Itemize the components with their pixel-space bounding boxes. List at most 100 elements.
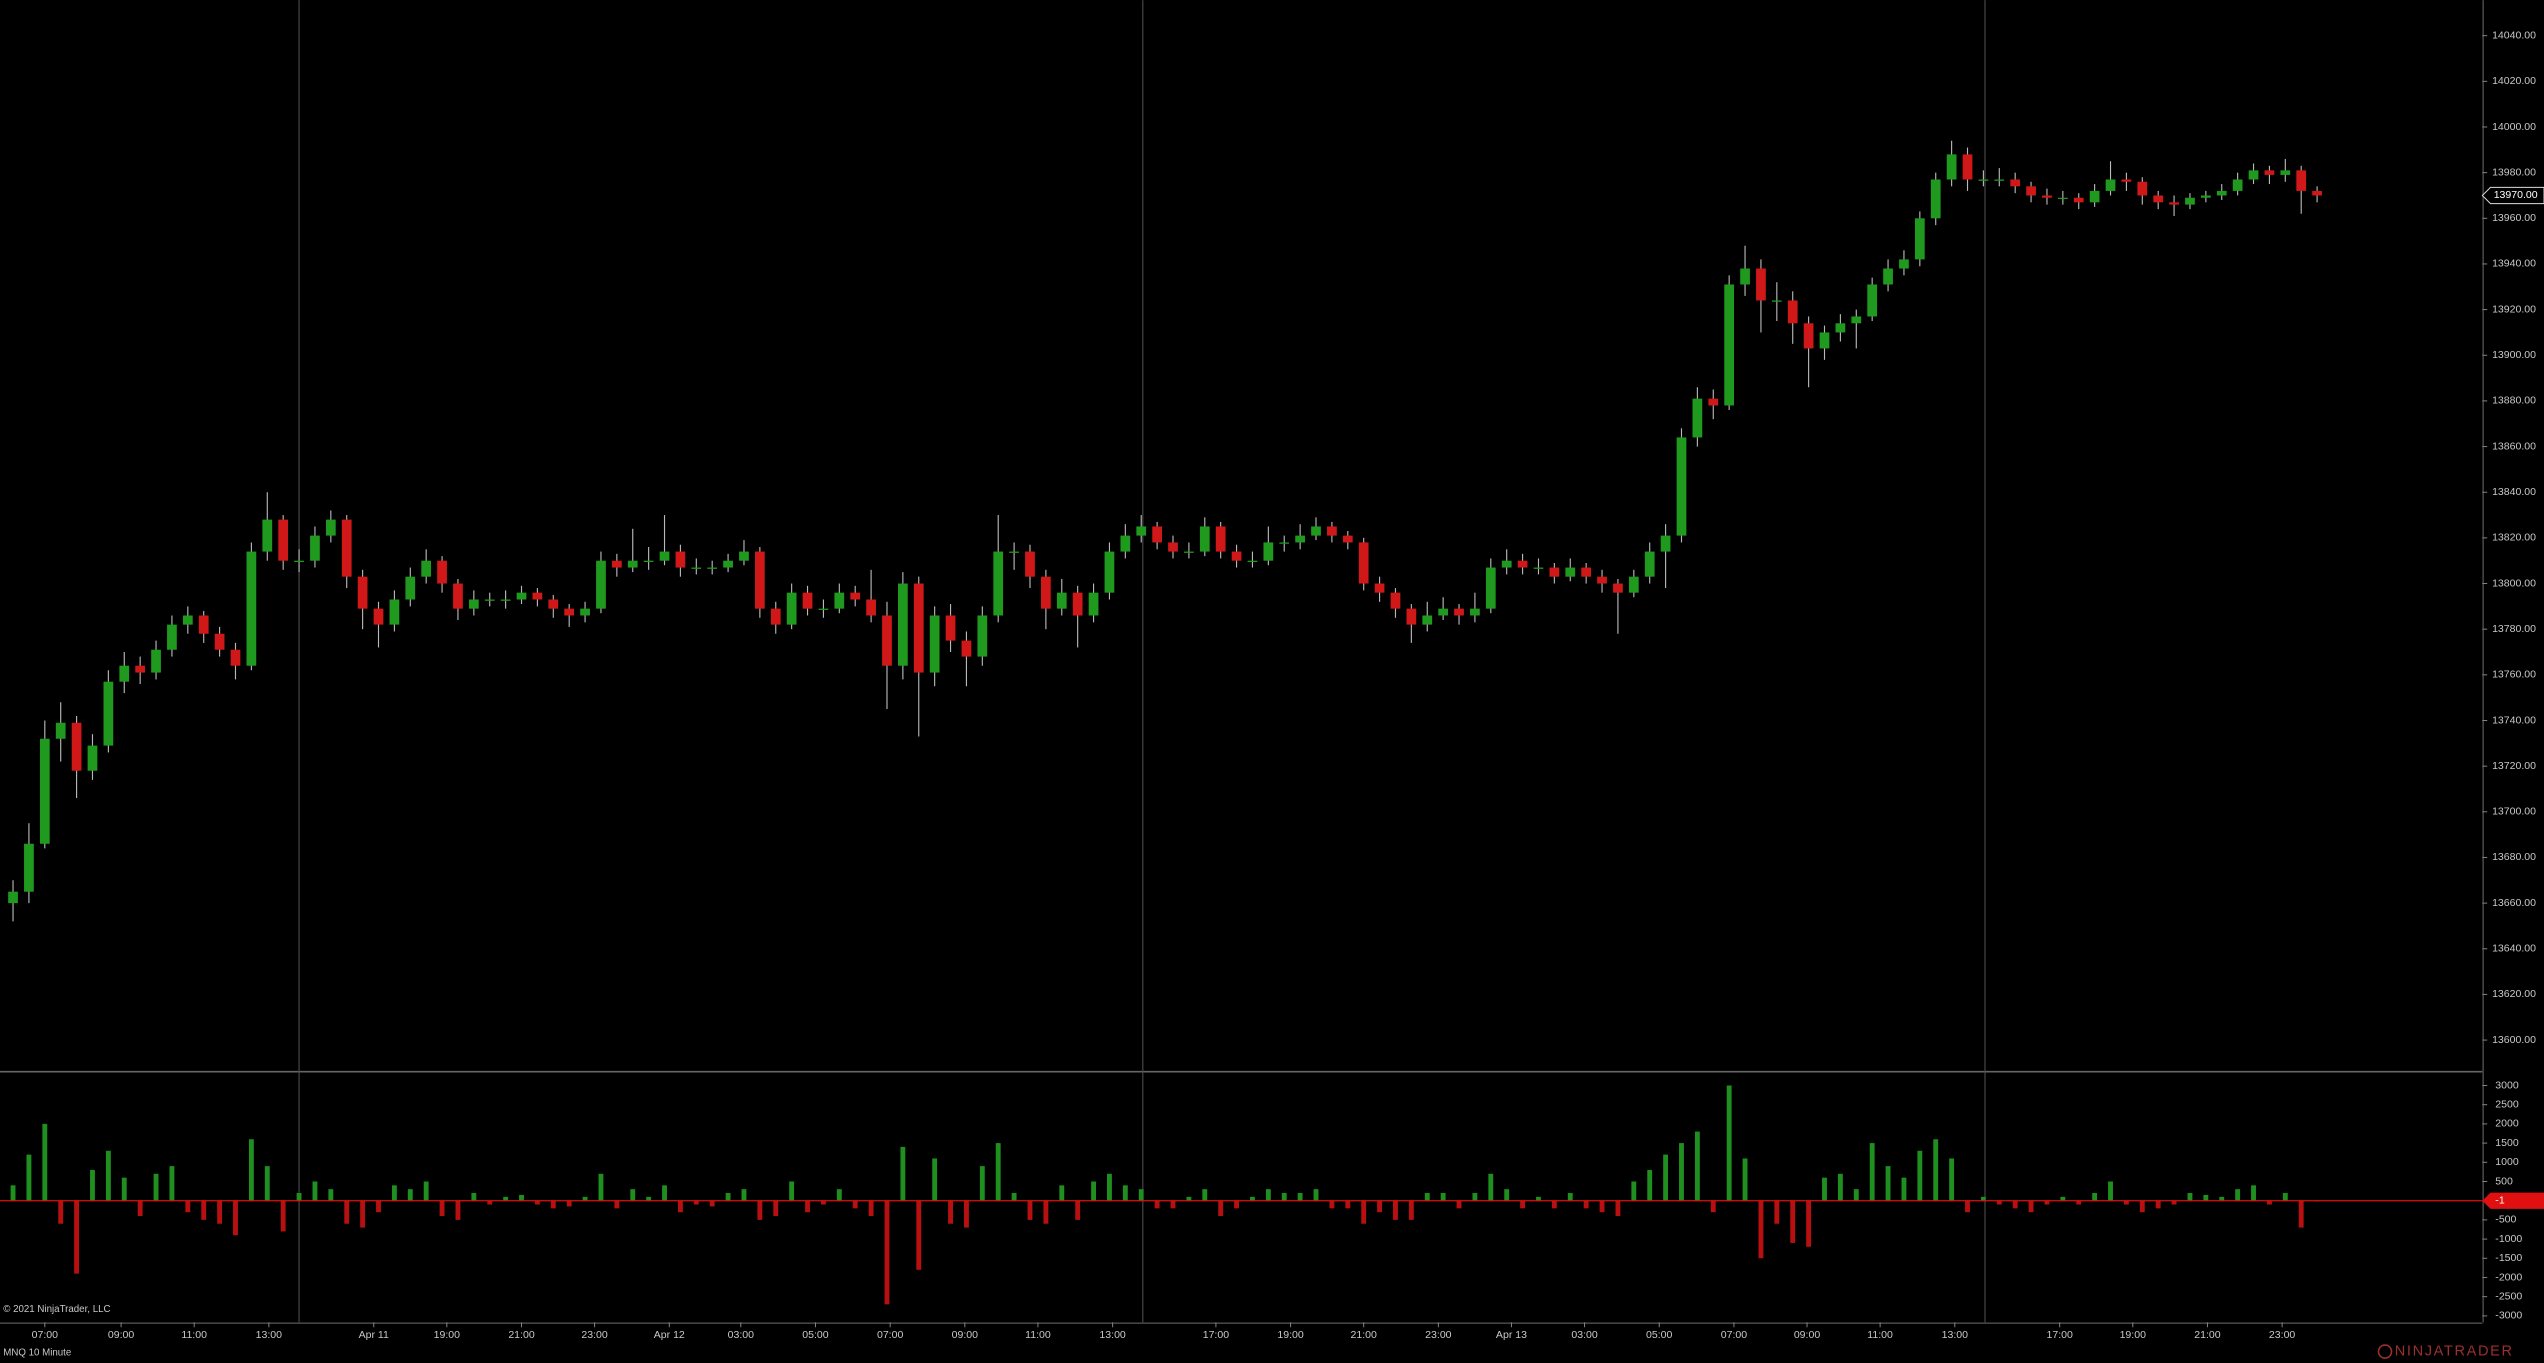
delta-bar bbox=[948, 1200, 953, 1224]
x-tick-label: 21:00 bbox=[2194, 1329, 2220, 1341]
candle-body bbox=[405, 576, 416, 600]
candle-body bbox=[1231, 551, 1242, 561]
y-tick-label: 13920.00 bbox=[2492, 303, 2536, 315]
y-tick-label: 13900.00 bbox=[2492, 349, 2536, 361]
delta-bar bbox=[868, 1200, 874, 1217]
delta-bar bbox=[217, 1200, 223, 1224]
delta-bar bbox=[2123, 1200, 2129, 1205]
y-tick-label: 2500 bbox=[2495, 1098, 2519, 1110]
candle-body bbox=[643, 560, 654, 563]
delta-bar bbox=[1091, 1181, 1096, 1201]
delta-bar bbox=[789, 1181, 795, 1201]
delta-bar bbox=[1917, 1150, 1923, 1201]
candle-body bbox=[786, 592, 797, 625]
candle-body bbox=[1914, 218, 1925, 260]
x-tick-label: 09:00 bbox=[108, 1329, 134, 1341]
candle-body bbox=[675, 551, 686, 568]
candle-body bbox=[1787, 300, 1798, 324]
y-tick-label: 14020.00 bbox=[2492, 75, 2536, 87]
candle-body bbox=[2296, 170, 2307, 191]
delta-bar bbox=[1837, 1173, 1843, 1201]
x-tick-label: Apr 13 bbox=[1496, 1329, 1527, 1341]
candle-body bbox=[1056, 592, 1067, 609]
delta-bar bbox=[391, 1185, 397, 1201]
delta-bar bbox=[1345, 1200, 1351, 1209]
y-tick-label: 1500 bbox=[2495, 1137, 2519, 1149]
candle-body bbox=[2216, 190, 2227, 196]
x-tick-label: 05:00 bbox=[1646, 1329, 1672, 1341]
delta-bar bbox=[90, 1169, 95, 1201]
delta-bar bbox=[995, 1143, 1001, 1201]
logo-icon bbox=[2377, 1344, 2393, 1359]
candle-body bbox=[564, 608, 575, 616]
y-tick-label: 13600.00 bbox=[2492, 1034, 2536, 1046]
delta-bar bbox=[2282, 1193, 2288, 1201]
candle-body bbox=[1136, 526, 1147, 536]
candle-body bbox=[421, 560, 432, 577]
y-tick-label: 13700.00 bbox=[2492, 806, 2536, 818]
candle-body bbox=[39, 738, 50, 844]
candle-body bbox=[182, 615, 193, 625]
candle-body bbox=[1041, 576, 1051, 609]
candle-body bbox=[2280, 170, 2291, 175]
x-tick-label: 13:00 bbox=[256, 1329, 282, 1341]
x-tick-label: 11:00 bbox=[1867, 1329, 1893, 1341]
candle-body bbox=[1342, 535, 1353, 543]
candle-body bbox=[167, 624, 177, 650]
y-tick-label: -3000 bbox=[2495, 1310, 2522, 1322]
delta-bar bbox=[1393, 1200, 1398, 1220]
candle-body bbox=[2010, 179, 2021, 187]
delta-bar bbox=[1361, 1200, 1367, 1224]
x-tick-label: 21:00 bbox=[508, 1329, 534, 1341]
delta-bar bbox=[312, 1181, 318, 1201]
delta-bar bbox=[1726, 1085, 1732, 1201]
candle-body bbox=[1025, 551, 1035, 577]
candle-body bbox=[723, 560, 733, 568]
candle-body bbox=[1263, 542, 1274, 561]
delta-bar bbox=[1615, 1200, 1621, 1217]
candle-body bbox=[1517, 560, 1528, 568]
candle-body bbox=[468, 599, 479, 609]
delta-bar bbox=[836, 1189, 842, 1201]
delta-bar bbox=[900, 1146, 906, 1201]
candle-body bbox=[1756, 268, 1766, 301]
delta-bar bbox=[328, 1189, 334, 1201]
candle-body bbox=[389, 599, 400, 625]
candle-body bbox=[2312, 190, 2322, 196]
candle-body bbox=[8, 891, 18, 904]
delta-bar bbox=[455, 1200, 461, 1220]
x-tick-label: 09:00 bbox=[1794, 1329, 1820, 1341]
delta-bar bbox=[1424, 1193, 1430, 1201]
delta-bar bbox=[1710, 1200, 1716, 1213]
candle-body bbox=[2105, 179, 2116, 191]
delta-bar bbox=[1520, 1200, 1526, 1209]
delta-bar bbox=[614, 1200, 620, 1209]
delta-bar bbox=[2171, 1200, 2177, 1205]
delta-bar bbox=[1869, 1143, 1875, 1201]
x-tick-label: 23:00 bbox=[1425, 1329, 1451, 1341]
candle-body bbox=[2121, 179, 2132, 182]
candle-body bbox=[437, 560, 447, 584]
x-tick-label: 17:00 bbox=[2046, 1329, 2072, 1341]
delta-bar bbox=[26, 1154, 32, 1201]
delta-bar bbox=[1774, 1200, 1780, 1224]
delta-bar bbox=[1885, 1166, 1891, 1201]
delta-bar bbox=[1853, 1189, 1859, 1201]
delta-bar bbox=[884, 1200, 890, 1305]
delta-bar bbox=[2044, 1200, 2050, 1205]
delta-bar bbox=[1456, 1200, 1462, 1209]
candle-body bbox=[818, 608, 829, 610]
y-tick-label: 13980.00 bbox=[2492, 166, 2536, 178]
y-tick-label: 14000.00 bbox=[2492, 121, 2536, 133]
candle-body bbox=[87, 745, 98, 771]
y-tick-label: 13780.00 bbox=[2492, 623, 2536, 635]
candle-body bbox=[2073, 197, 2084, 203]
candle-body bbox=[1438, 608, 1449, 616]
delta-bar bbox=[1599, 1200, 1605, 1213]
candle-body bbox=[1374, 583, 1385, 593]
candle-body bbox=[103, 681, 114, 746]
delta-bar bbox=[423, 1181, 429, 1201]
delta-bar bbox=[10, 1185, 16, 1201]
delta-bar bbox=[550, 1200, 556, 1209]
